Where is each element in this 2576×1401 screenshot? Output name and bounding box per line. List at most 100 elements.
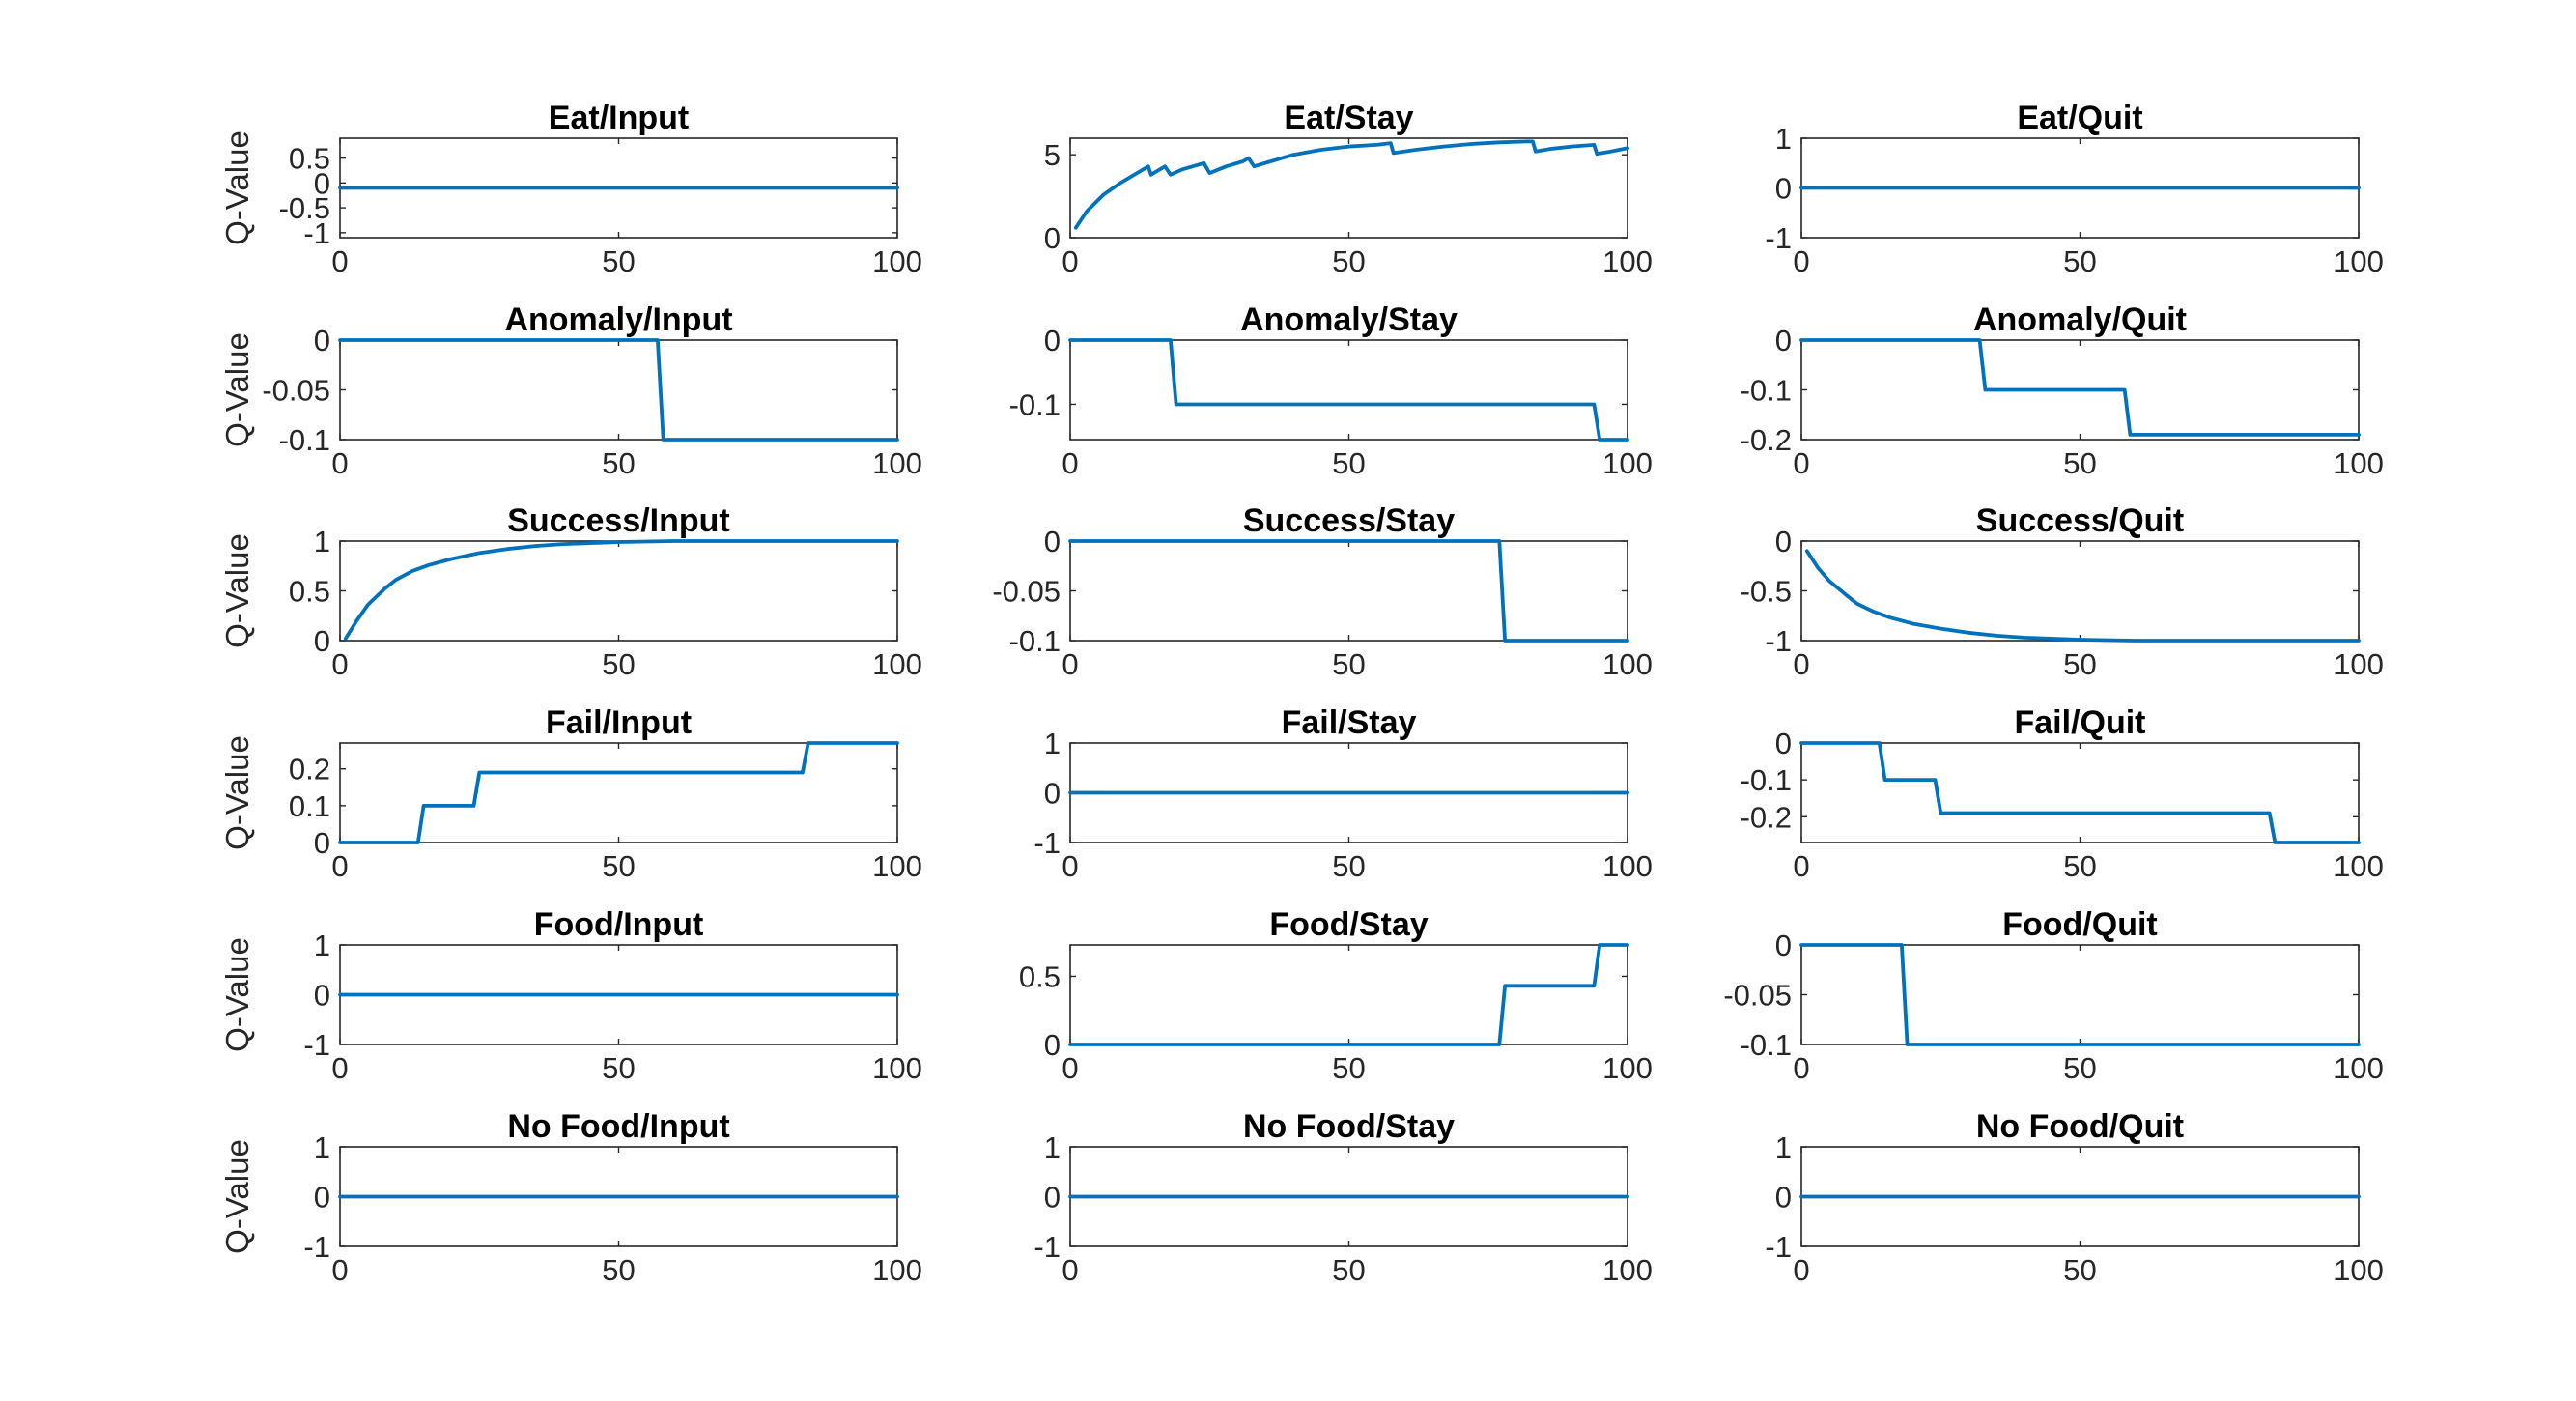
y-tick-label: -0.05 xyxy=(1723,979,1792,1013)
axes-box xyxy=(339,339,898,441)
subplot-title: Anomaly/Input xyxy=(504,301,732,338)
y-tick-label: 0.1 xyxy=(289,789,330,823)
y-tick-label: -0.1 xyxy=(1741,1028,1792,1062)
y-tick-label: 0 xyxy=(1044,221,1061,255)
x-tick-label: 100 xyxy=(1602,1051,1653,1085)
x-tick-label: 0 xyxy=(331,647,348,681)
x-tick-label: 0 xyxy=(1062,446,1078,480)
subplot-title: Success/Quit xyxy=(1976,502,2184,539)
x-tick-label: 100 xyxy=(1602,647,1653,681)
x-tick-label: 50 xyxy=(1332,1051,1365,1085)
y-tick-label: -0.1 xyxy=(1009,624,1061,658)
y-tick-label: -1 xyxy=(303,216,330,250)
y-axis-label: Q-Value xyxy=(219,937,255,1052)
y-tick-label: -1 xyxy=(1765,221,1792,255)
x-tick-label: 0 xyxy=(331,1253,348,1287)
y-tick-label: -0.2 xyxy=(1741,423,1792,457)
y-tick-label: 0 xyxy=(314,979,330,1013)
x-tick-label: 0 xyxy=(1793,849,1809,883)
y-tick-label: 0 xyxy=(1775,727,1792,760)
x-tick-label: 100 xyxy=(2334,244,2384,278)
x-tick-label: 0 xyxy=(1062,1253,1078,1287)
series-line xyxy=(343,539,899,641)
x-tick-label: 50 xyxy=(2063,1051,2096,1085)
axes-box xyxy=(1069,137,1628,239)
x-tick-label: 100 xyxy=(872,647,922,681)
x-tick-label: 100 xyxy=(1602,1253,1653,1287)
y-tick-label: 0 xyxy=(314,166,330,200)
x-tick-label: 100 xyxy=(2334,1253,2384,1287)
x-tick-label: 50 xyxy=(602,1253,635,1287)
x-tick-label: 100 xyxy=(872,446,922,480)
x-tick-label: 0 xyxy=(1062,1051,1078,1085)
x-tick-label: 50 xyxy=(602,1051,635,1085)
y-tick-label: 0 xyxy=(1775,172,1792,206)
x-tick-label: 0 xyxy=(331,446,348,480)
series-line xyxy=(1068,943,1629,1046)
subplot-8: Success/Stay 0 50 100 -0.1 -0.05 0 xyxy=(992,502,1653,681)
x-tick-label: 100 xyxy=(1602,849,1653,883)
series-line xyxy=(1799,741,2361,844)
subplot-title: Food/Stay xyxy=(1269,906,1428,943)
y-tick-label: -1 xyxy=(1033,826,1061,860)
axes-box xyxy=(1800,540,2360,642)
x-tick-label: 50 xyxy=(2063,647,2096,681)
y-tick-label: 0.5 xyxy=(1019,959,1061,993)
x-tick-label: 50 xyxy=(1332,244,1365,278)
x-tick-label: 100 xyxy=(872,849,922,883)
x-tick-label: 0 xyxy=(1062,647,1078,681)
axes-box xyxy=(1800,944,2360,1045)
y-tick-label: 0 xyxy=(1775,525,1792,558)
x-tick-label: 0 xyxy=(1062,244,1078,278)
y-axis-label: Q-Value xyxy=(219,735,255,850)
subplot-title: Eat/Quit xyxy=(2017,100,2142,136)
x-tick-label: 100 xyxy=(872,244,922,278)
subplot-14: Food/Stay 0 50 100 0 0.5 xyxy=(1019,906,1653,1085)
y-tick-label: 0 xyxy=(314,624,330,658)
y-tick-label: 0 xyxy=(1775,929,1792,962)
y-tick-label: 0 xyxy=(314,324,330,357)
y-tick-label: 0 xyxy=(1775,1181,1792,1215)
x-tick-label: 50 xyxy=(1332,647,1365,681)
x-tick-label: 0 xyxy=(1793,1051,1809,1085)
subplot-title: No Food/Input xyxy=(507,1108,729,1145)
subplot-title: Anomaly/Quit xyxy=(1973,301,2187,338)
x-tick-label: 50 xyxy=(2063,849,2096,883)
x-tick-label: 50 xyxy=(2063,244,2096,278)
y-tick-label: -1 xyxy=(1765,1230,1792,1264)
y-tick-label: -1 xyxy=(1033,1230,1061,1264)
series-line xyxy=(1073,139,1629,230)
y-tick-label: 0.2 xyxy=(289,753,330,786)
subplot-title: Fail/Input xyxy=(546,704,692,741)
y-tick-label: 0 xyxy=(1044,324,1061,357)
x-tick-label: 0 xyxy=(331,244,348,278)
y-tick-label: 5 xyxy=(1044,138,1061,172)
series-line xyxy=(1799,943,2361,1046)
axes-box xyxy=(1069,339,1628,441)
axes-box xyxy=(1069,944,1628,1045)
x-tick-label: 0 xyxy=(1793,647,1809,681)
y-tick-label: -1 xyxy=(303,1230,330,1264)
x-tick-label: 100 xyxy=(1602,244,1653,278)
y-tick-label: -0.2 xyxy=(1741,800,1792,834)
y-tick-label: -1 xyxy=(1765,624,1792,658)
y-tick-label: 0 xyxy=(1044,1028,1061,1062)
series-line xyxy=(1799,338,2361,437)
y-tick-label: 0 xyxy=(1044,777,1061,811)
axes-box xyxy=(1800,742,2360,843)
x-tick-label: 0 xyxy=(331,1051,348,1085)
x-tick-label: 100 xyxy=(1602,446,1653,480)
x-tick-label: 0 xyxy=(1793,244,1809,278)
axes-box xyxy=(339,742,898,843)
y-tick-label: -0.5 xyxy=(1741,575,1792,609)
x-tick-label: 100 xyxy=(2334,647,2384,681)
subplot-title: Success/Input xyxy=(507,502,730,539)
subplot-title: Fail/Stay xyxy=(1282,704,1417,741)
series-line xyxy=(338,741,899,844)
y-tick-label: 1 xyxy=(314,929,330,962)
x-tick-label: 0 xyxy=(1793,446,1809,480)
